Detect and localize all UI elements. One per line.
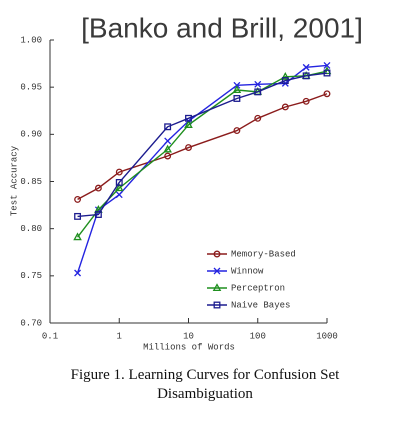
y-tick-label: 0.70 [20, 318, 42, 328]
y-tick-label: 0.85 [20, 177, 42, 187]
y-axis-label: Test Accuracy [9, 145, 19, 216]
y-tick-label: 0.95 [20, 83, 42, 93]
series-line [76, 64, 328, 274]
point [302, 97, 310, 105]
chart-title: [Banko and Brill, 2001] [81, 12, 363, 43]
legend-marker [213, 250, 221, 258]
x-axis-label: Millions of Words [143, 342, 235, 352]
point [115, 168, 123, 176]
x-tick-label: 10 [183, 331, 194, 341]
legend-label: Naive Bayes [231, 300, 290, 310]
point [115, 178, 123, 186]
legend-label: Memory-Based [231, 249, 296, 259]
y-tick-label: 0.80 [20, 224, 42, 234]
point [281, 77, 289, 85]
point [74, 212, 82, 220]
x-tick-label: 100 [250, 331, 266, 341]
point [163, 144, 172, 153]
point [115, 191, 123, 199]
point [164, 152, 172, 160]
legend-label: Perceptron [231, 283, 285, 293]
point [254, 114, 262, 122]
point [232, 85, 242, 94]
point [185, 144, 192, 151]
legend-marker [212, 283, 222, 292]
point [114, 183, 124, 192]
series-line [77, 72, 328, 218]
series-line [77, 70, 328, 238]
point [184, 120, 193, 128]
caption: Figure 1. Learning Curves for Confusion … [70, 367, 340, 402]
x-tick-label: 1000 [316, 331, 338, 341]
legend-label: Winnow [231, 266, 264, 276]
point [302, 63, 310, 71]
y-tick-label: 0.75 [20, 271, 42, 281]
point [254, 80, 262, 88]
y-tick-label: 0.90 [20, 130, 42, 140]
point [74, 195, 82, 203]
point [164, 123, 172, 131]
y-tick-label: 1.00 [20, 35, 42, 45]
point [74, 269, 82, 277]
point [73, 232, 82, 241]
point [281, 103, 289, 111]
point [323, 62, 331, 69]
point [254, 88, 262, 96]
series-line [77, 93, 328, 201]
point [94, 184, 102, 192]
point [94, 211, 102, 218]
chart: [Banko and Brill, 2001] Test Accuracy Mi… [9, 12, 363, 352]
point [185, 114, 192, 122]
x-tick-label: 1 [117, 331, 122, 341]
point [323, 90, 331, 98]
legend-marker [213, 301, 221, 309]
point [281, 72, 290, 80]
legend-marker [213, 267, 221, 275]
x-tick-label: 0.1 [42, 331, 58, 341]
point [164, 137, 172, 145]
point [323, 69, 331, 77]
point [233, 95, 241, 102]
point [302, 72, 310, 80]
point [233, 127, 241, 135]
